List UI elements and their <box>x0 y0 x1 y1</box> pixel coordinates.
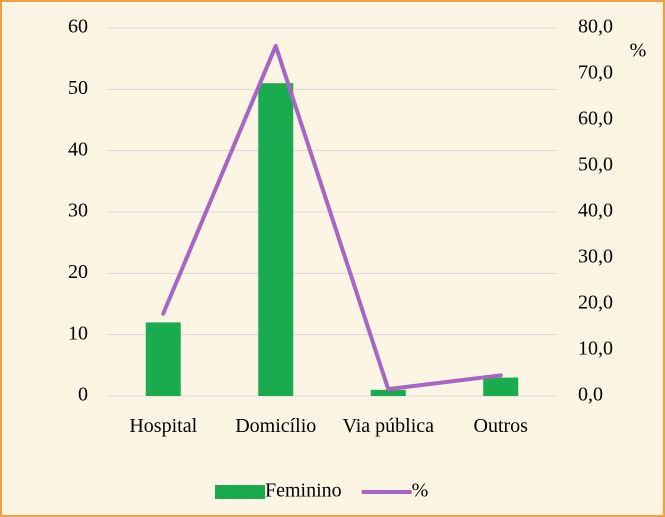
y-tick-label: 50 <box>68 77 88 99</box>
y-tick-label: 10 <box>68 322 88 344</box>
legend-label: % <box>412 480 429 502</box>
y2-tick-label: 50,0 <box>578 154 613 176</box>
y-tick-label: 60 <box>68 16 88 38</box>
y-tick-label: 0 <box>78 384 88 406</box>
y2-axis-label: % <box>630 40 647 62</box>
legend-label: Feminino <box>265 480 342 502</box>
y2-tick-label: 60,0 <box>578 108 613 130</box>
y2-tick-label: 30,0 <box>578 246 613 268</box>
legend-swatch <box>215 485 265 499</box>
x-tick-label: Via pública <box>342 415 435 437</box>
y2-tick-label: 20,0 <box>578 292 613 314</box>
x-tick-label: Outros <box>473 415 528 437</box>
x-tick-label: Domicílio <box>235 415 317 437</box>
y2-tick-label: 70,0 <box>578 62 613 84</box>
y2-tick-label: 40,0 <box>578 200 613 222</box>
y2-tick-label: 0,0 <box>578 384 603 406</box>
line <box>161 43 503 392</box>
y-tick-label: 20 <box>68 261 88 283</box>
y2-tick-label: 80,0 <box>578 16 613 38</box>
x-tick-label: Hospital <box>129 415 198 437</box>
bar <box>145 322 181 396</box>
bar <box>258 83 294 396</box>
y-tick-label: 30 <box>68 200 88 222</box>
y-tick-label: 40 <box>68 138 88 160</box>
y2-tick-label: 10,0 <box>578 338 613 360</box>
bar <box>370 389 406 396</box>
bar <box>483 377 519 396</box>
